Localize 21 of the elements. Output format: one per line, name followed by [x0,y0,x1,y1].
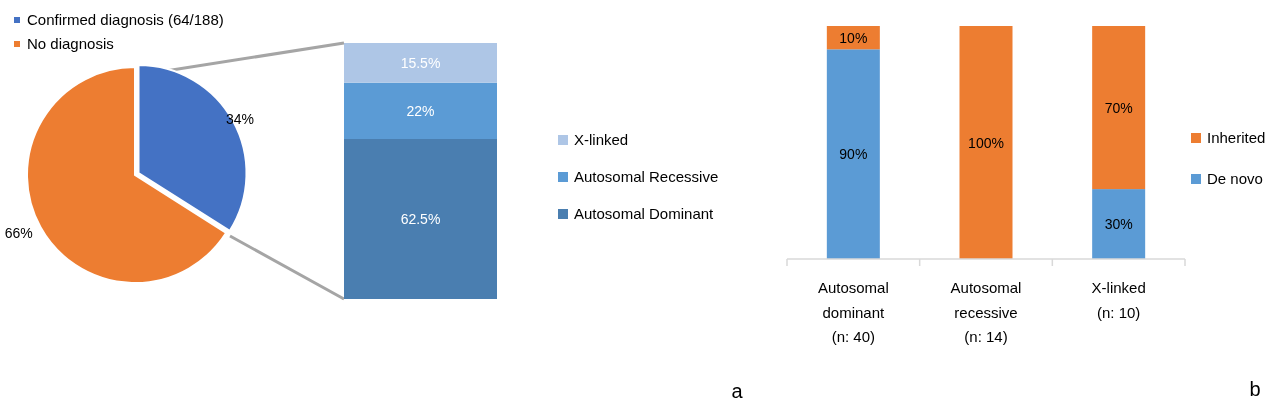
legend-label: X-linked [574,131,629,148]
x-tick-label: Autosomal dominant (n: 40) [817,279,889,345]
text: a [731,380,744,401]
legend-label: Autosomal Recessive [574,168,719,185]
data-label: 70% [1104,99,1133,116]
legend-label: De novo [1207,170,1263,187]
legend-label: Inherited [1207,129,1266,146]
data-label: 90% [839,146,868,163]
legend-label: Autosomal Dominant [574,205,715,222]
data-label: 62.5% [400,211,441,227]
legend-label: Confirmed diagnosis (64/188) [27,11,224,28]
data-label: 100% [968,134,1004,151]
data-label: 15.5% [400,54,441,71]
legend-label: No diagnosis [27,35,114,52]
x-tick-label: X-linked (n: 10) [1091,279,1146,321]
data-label: 30% [1104,216,1133,233]
data-label: 22% [406,102,435,119]
data-label: 10% [839,29,868,46]
data-label: 66% [4,224,33,241]
x-tick-label: Autosomal recessive (n: 14) [950,279,1022,345]
text: b [1249,378,1261,400]
